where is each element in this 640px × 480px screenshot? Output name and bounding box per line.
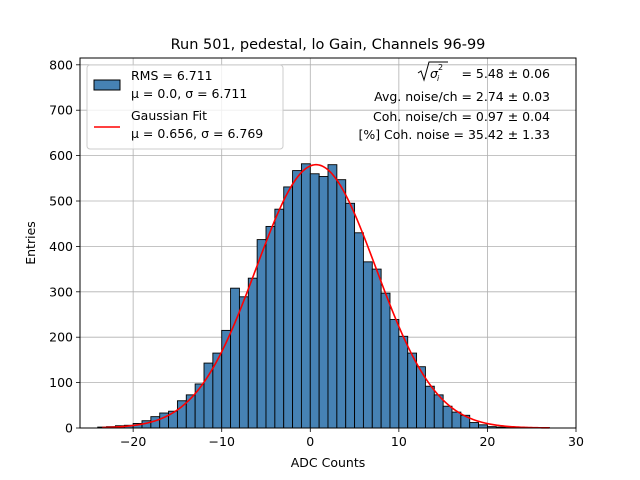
plot-frame [79,57,577,429]
histogram-bar [345,202,356,429]
annotation-sigma-superscript: 2 [438,63,443,72]
x-tick-label: −10 [209,434,235,449]
histogram-bar [230,287,240,429]
histogram-bar [274,208,285,429]
annotation-sigma-subscript: i [437,74,440,83]
histogram-bar [380,292,391,429]
histogram-bar [336,179,347,429]
x-axis-ticks: −20 −10 0 10 20 30 [120,428,584,449]
histogram-bar [424,385,435,429]
chart-title: Run 501, pedestal, lo Gain, Channels 96-… [171,37,486,53]
y-tick-label: 500 [49,194,73,209]
histogram-bar [247,277,258,429]
y-tick-label: 300 [49,284,73,299]
annotation-sigma-symbol: σ [430,66,439,81]
histogram-bar [398,335,409,429]
histogram-bar [442,405,453,429]
histogram-bar [327,164,338,429]
y-tick-label: 700 [49,103,73,118]
histogram-bar [221,329,232,429]
y-tick-label: 200 [49,330,73,345]
legend-frame [86,64,284,150]
x-tick-label: 10 [391,434,407,449]
y-tick-label: 400 [49,239,73,254]
y-tick-label: 600 [49,148,73,163]
histogram-bars [97,163,550,429]
legend-histogram-swatch [93,79,121,91]
annotation-sigma-value: = 5.48 ± 0.06 [461,66,550,81]
y-tick-label: 100 [49,375,73,390]
histogram-bar [265,225,276,429]
histogram-bar [256,239,267,429]
x-axis-label: ADC Counts [291,455,366,470]
histogram-bar [292,170,302,429]
annotation-sigma-sum: σ i 2 = 5.48 ± 0.06 [417,61,550,83]
y-axis-ticks: 0 100 200 300 400 500 600 700 800 [49,57,80,436]
annotation-coh-noise: Coh. noise/ch = 0.97 ± 0.04 [373,109,550,124]
y-tick-label: 0 [65,421,73,436]
histogram-bar [407,352,418,429]
histogram-bar [371,268,382,429]
legend-fit-stats: μ = 0.656, σ = 6.769 [131,126,263,141]
legend-fit-label: Gaussian Fit [131,108,207,123]
histogram-bar [451,411,462,429]
histogram-bar [389,319,400,429]
histogram-bar [469,422,480,429]
histogram-bar [309,173,320,429]
histogram-bar [203,362,214,429]
legend-histogram-stats: μ = 0.0, σ = 6.711 [131,86,247,101]
y-tick-label: 800 [49,57,73,72]
histogram-bar [238,296,249,429]
x-tick-label: 20 [479,434,495,449]
sqrt-sign [417,61,448,82]
histogram-bar [362,261,373,429]
legend: RMS = 6.711 μ = 0.0, σ = 6.711 Gaussian … [86,64,284,150]
histogram-bar [194,383,205,429]
histogram-bar [300,163,311,429]
histogram-bar [354,232,364,429]
histogram-bar [185,394,196,429]
legend-histogram-label: RMS = 6.711 [131,68,213,83]
gaussian-fit-line [102,163,550,429]
x-tick-label: 30 [568,434,584,449]
x-tick-label: −20 [120,434,146,449]
y-axis-label: Entries [23,221,38,265]
histogram-bar [283,186,294,429]
annotation-avg-noise: Avg. noise/ch = 2.74 ± 0.03 [374,89,550,104]
noise-annotations: σ i 2 = 5.48 ± 0.06 Avg. noise/ch = 2.74… [358,61,550,142]
annotation-coh-noise-percent: [%] Coh. noise = 35.42 ± 1.33 [358,127,550,142]
x-tick-label: 0 [306,434,314,449]
histogram-bar [318,176,329,429]
